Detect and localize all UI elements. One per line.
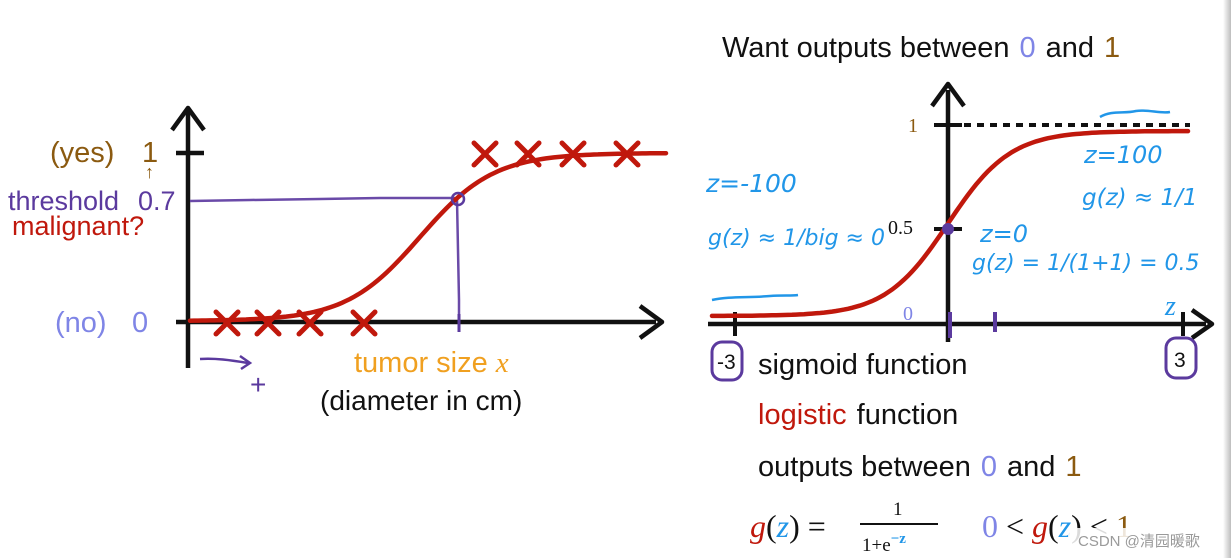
y-tick-label-half: 0.5 — [888, 217, 913, 239]
malignant-x-mark-2 — [559, 140, 587, 168]
malignant-x-mark-0 — [471, 140, 499, 168]
x-origin-label: 0 — [903, 303, 913, 325]
right-sigmoid-curve — [709, 128, 1191, 319]
no-label: (no) — [55, 307, 107, 339]
left-x-axis-arrowhead — [638, 304, 665, 340]
right-tick-label: 3 — [1174, 349, 1186, 372]
y-tick-label-one: 1 — [908, 115, 918, 137]
malignant-x-mark-3 — [613, 140, 641, 168]
right-edge-shadow — [1223, 0, 1231, 558]
threshold-horizontal-line — [189, 196, 455, 203]
data-marks — [213, 140, 641, 337]
threshold-value: 0.7 — [138, 186, 176, 216]
threshold-label: threshold — [8, 186, 119, 216]
right-x-axis-arrowhead — [1190, 308, 1215, 340]
left-tick-label: -3 — [717, 351, 736, 374]
benign-x-mark-0 — [213, 309, 241, 337]
malignant-x-mark-1 — [514, 140, 542, 168]
left-y-axis-arrowhead — [170, 105, 206, 132]
threshold-vertical-line — [455, 199, 461, 322]
right-y-axis-arrowhead — [930, 81, 966, 108]
left-plot: + (yes) 1 ↑ threshold 0.7 malignant? (no… — [8, 105, 669, 416]
half-point — [942, 223, 954, 235]
outputs-between-label: outputs between 0 and 1 — [758, 451, 1082, 483]
anno-z-pos: z=100 — [1083, 141, 1163, 169]
threshold-point — [450, 191, 466, 207]
anno-z-neg: z=-100 — [705, 169, 797, 198]
benign-x-mark-1 — [254, 309, 282, 337]
anno-g-neg: g(z) ≈ 1/big ≈ 0 — [708, 226, 885, 251]
small-arrow-line — [199, 357, 249, 365]
formula-denominator: 1+e−z — [862, 531, 906, 556]
formula-numerator: 1 — [893, 499, 903, 520]
zero-label: 0 — [132, 307, 148, 339]
up-arrow-mark: ↑ — [145, 162, 154, 182]
sigmoid-function-label: sigmoid function — [758, 349, 968, 381]
watermark: CSDN @清园暖歌 — [1078, 533, 1200, 550]
squiggle-right — [1099, 109, 1171, 119]
x-axis-label: tumor size x — [354, 347, 509, 379]
right-plot: Want outputs between 0 and 1 1 0.5 0 z -3 3… — [705, 32, 1215, 556]
x-axis-sublabel: (diameter in cm) — [320, 385, 522, 416]
circle-left-tick — [710, 340, 744, 382]
watermark-bg — [1068, 528, 1231, 552]
right-title: Want outputs between 0 and 1 — [722, 32, 1120, 64]
benign-x-mark-2 — [296, 309, 324, 337]
formula-lhs: g(z) = — [750, 508, 826, 544]
anno-g-zero: g(z) = 1/(1+1) = 0.5 — [972, 251, 1200, 276]
small-arrow-head — [239, 354, 253, 371]
squiggle-left — [711, 293, 799, 302]
yes-label-text: (yes) — [50, 137, 114, 169]
malignant-label: malignant? — [12, 211, 144, 241]
one-label: 1 — [142, 137, 158, 169]
anno-z-zero: z=0 — [979, 220, 1028, 248]
left-sigmoid-curve — [187, 150, 669, 323]
z-axis-label: z — [1164, 291, 1176, 322]
anno-g-pos: g(z) ≈ 1/1 — [1082, 185, 1198, 211]
circle-right-tick — [1164, 336, 1198, 380]
plus-mark: + — [250, 369, 266, 400]
benign-x-mark-3 — [350, 309, 378, 337]
logistic-function-label: logistic function — [758, 399, 958, 431]
